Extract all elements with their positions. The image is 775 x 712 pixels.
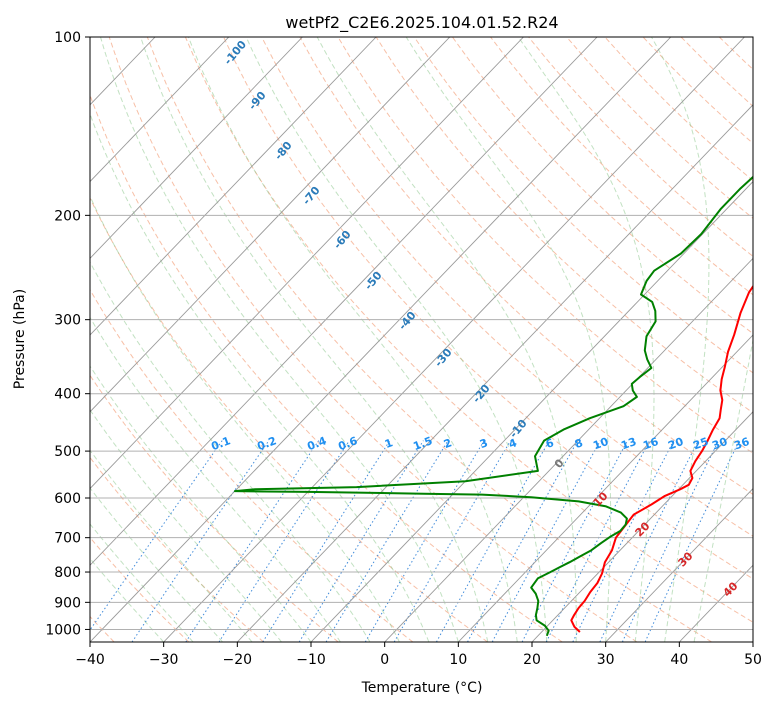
x-tick-label: −30 — [149, 652, 179, 668]
y-tick-label: 1000 — [45, 622, 81, 638]
y-axis-label: Pressure (hPa) — [12, 289, 28, 389]
y-tick-label: 400 — [54, 387, 81, 403]
chart-title: wetPf2_C2E6.2025.104.01.52.R24 — [285, 13, 558, 33]
x-tick-label: 50 — [744, 652, 762, 668]
x-tick-label: −10 — [296, 652, 326, 668]
x-tick-label: 10 — [449, 652, 467, 668]
x-tick-label: 0 — [380, 652, 389, 668]
x-tick-label: 20 — [523, 652, 541, 668]
y-tick-label: 100 — [54, 30, 81, 46]
y-tick-label: 300 — [54, 313, 81, 329]
y-tick-label: 200 — [54, 208, 81, 224]
x-axis-label: Temperature (°C) — [361, 680, 483, 696]
x-tick-label: 30 — [597, 652, 615, 668]
y-tick-label: 500 — [54, 444, 81, 460]
y-tick-label: 800 — [54, 565, 81, 581]
y-tick-label: 700 — [54, 531, 81, 547]
x-tick-label: −20 — [223, 652, 253, 668]
y-tick-label: 900 — [54, 595, 81, 611]
x-tick-label: 40 — [670, 652, 688, 668]
y-tick-label: 600 — [54, 491, 81, 507]
x-tick-label: −40 — [75, 652, 105, 668]
